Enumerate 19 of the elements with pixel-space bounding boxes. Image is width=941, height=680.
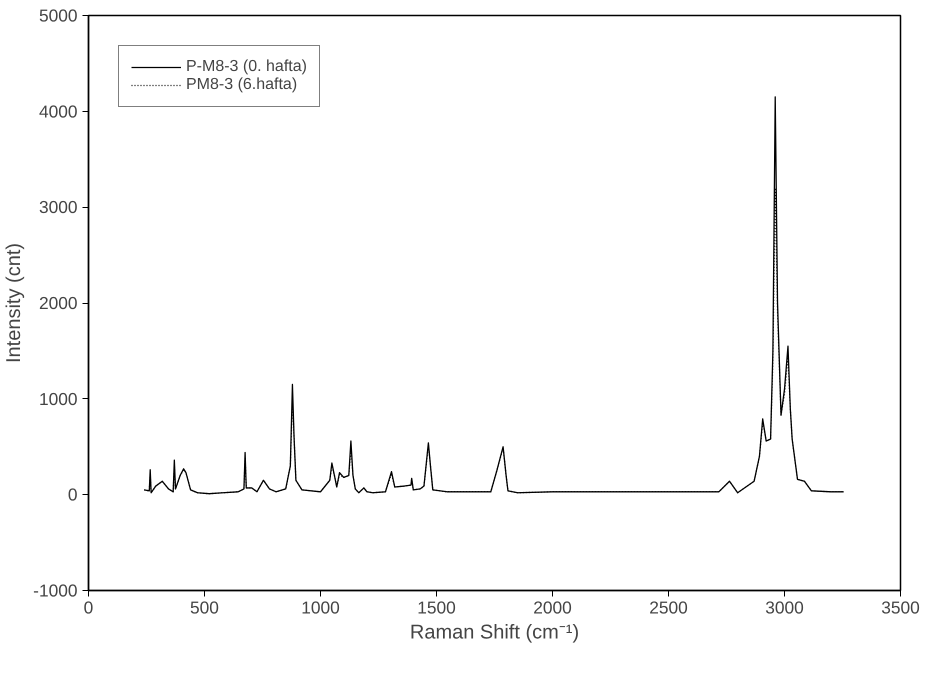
y-tick-label: 4000 <box>38 101 78 122</box>
x-tick-label: 1000 <box>301 598 340 618</box>
x-axis-title: Raman Shift (cm⁻¹) <box>410 622 580 644</box>
y-tick-label: -1000 <box>33 580 78 600</box>
legend-label: P-M8-3 (0. hafta) <box>186 58 307 76</box>
y-tick-label: 2000 <box>38 293 78 313</box>
x-tick-label: 1500 <box>417 598 456 618</box>
y-tick-label: 3000 <box>38 197 78 218</box>
y-tick-label: 5000 <box>38 6 78 26</box>
x-tick-label: 3000 <box>765 598 804 618</box>
x-tick-label: 500 <box>190 598 219 618</box>
y-tick-label: 0 <box>68 484 78 505</box>
x-tick-label: 2500 <box>649 598 688 618</box>
y-axis-title: Intensity (cnt) <box>3 242 26 364</box>
x-tick-label: 2000 <box>533 598 572 618</box>
y-tick-label: 1000 <box>38 388 78 409</box>
legend-label: PM8-3 (6.hafta) <box>186 76 298 94</box>
x-tick-label: 3500 <box>881 598 920 618</box>
x-tick-label: 0 <box>84 598 94 618</box>
